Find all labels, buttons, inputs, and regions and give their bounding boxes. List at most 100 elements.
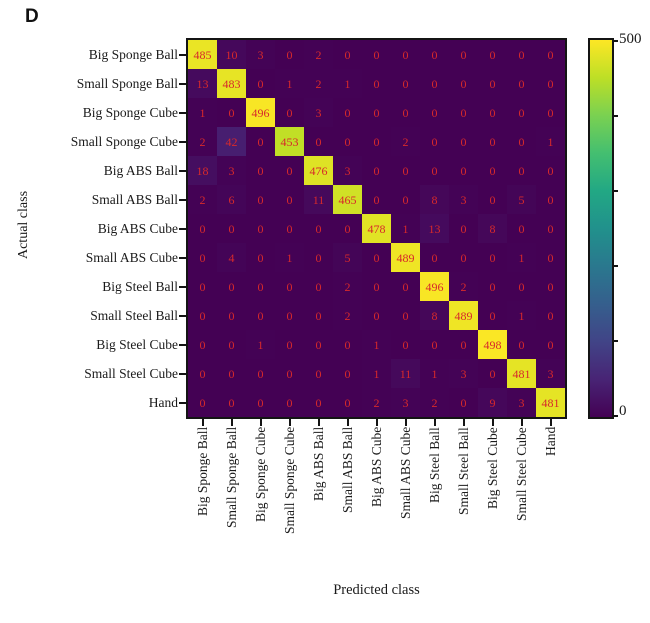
heatmap-cell: 0 [275,330,304,359]
heatmap-cell: 0 [275,301,304,330]
tick-mark [346,419,349,426]
heatmap-cell: 11 [304,185,333,214]
heatmap-cell: 5 [333,243,362,272]
heatmap-cell: 0 [391,301,420,330]
heatmap-cell: 0 [507,69,536,98]
heatmap-cell: 2 [449,272,478,301]
col-label: Big Sponge Cube [252,427,268,523]
heatmap-cell: 0 [246,156,275,185]
col-label: Big ABS Ball [310,427,326,502]
heatmap-cell: 0 [478,40,507,69]
heatmap-cell: 0 [420,40,449,69]
colorbar-max-label: 500 [619,31,642,47]
heatmap-cell: 0 [478,359,507,388]
heatmap-cell: 0 [536,185,565,214]
heatmap-cell: 0 [246,301,275,330]
heatmap-cell: 0 [333,127,362,156]
heatmap-cell: 1 [420,359,449,388]
heatmap-cell: 0 [536,243,565,272]
tick-mark [179,343,186,346]
heatmap-cell: 0 [478,98,507,127]
heatmap-cell: 0 [449,127,478,156]
tick-mark [179,111,186,114]
heatmap-cell: 0 [188,272,217,301]
heatmap-cell: 0 [478,272,507,301]
row-label: Big ABS Ball [103,163,178,178]
heatmap-cell: 4 [217,243,246,272]
row-label: Big Steel Ball [102,279,178,294]
heatmap-cell: 0 [449,243,478,272]
heatmap-cell: 0 [536,98,565,127]
heatmap-cell: 0 [275,98,304,127]
tick-mark [179,372,186,375]
heatmap-cell: 0 [391,69,420,98]
tick-mark [611,415,618,417]
heatmap-cell: 8 [420,185,449,214]
heatmap-cell: 481 [507,359,536,388]
heatmap-cell: 0 [275,40,304,69]
heatmap-cell: 2 [188,127,217,156]
col-label: Big ABS Cube [368,427,384,508]
heatmap-cell: 0 [449,98,478,127]
tick-mark [288,419,291,426]
heatmap-cell: 3 [246,40,275,69]
heatmap-cell: 0 [304,127,333,156]
heatmap-cell: 0 [362,272,391,301]
heatmap-cell: 0 [478,243,507,272]
heatmap-cell: 3 [449,185,478,214]
heatmap-cell: 496 [420,272,449,301]
tick-mark [549,419,552,426]
heatmap-cell: 1 [507,243,536,272]
tick-mark [259,419,262,426]
row-label: Big Sponge Ball [88,47,178,62]
heatmap-cell: 0 [391,185,420,214]
row-label: Big Steel Cube [96,337,178,352]
heatmap-cell: 13 [188,69,217,98]
heatmap-cell: 485 [188,40,217,69]
heatmap-cell: 0 [217,98,246,127]
heatmap-cell: 0 [333,40,362,69]
heatmap-cell: 0 [246,214,275,243]
heatmap-cell: 0 [536,330,565,359]
y-axis-tick-labels: Big Sponge Ball Small Sponge Ball Big Spon… [0,40,178,417]
colorbar-min-label: 0 [619,403,627,419]
heatmap-cell: 0 [188,301,217,330]
heatmap-cell: 18 [188,156,217,185]
heatmap-cell: 0 [420,156,449,185]
heatmap-cell: 0 [420,127,449,156]
heatmap-cell: 0 [275,156,304,185]
heatmap-cell: 1 [362,330,391,359]
heatmap-cell: 3 [507,388,536,417]
col-label: Small ABS Cube [397,427,413,520]
heatmap-cell: 0 [449,40,478,69]
col-label: Big Sponge Ball [194,427,210,517]
col-label: Small Steel Ball [455,427,471,515]
heatmap-cell: 0 [362,301,391,330]
tick-mark [179,53,186,56]
tick-mark [611,190,618,192]
heatmap-cell: 0 [507,156,536,185]
heatmap-cell: 2 [188,185,217,214]
heatmap-cell: 0 [391,98,420,127]
tick-mark [462,419,465,426]
col-label: Big Steel Ball [426,427,442,503]
heatmap-cell: 0 [362,69,391,98]
heatmap-cell: 3 [217,156,246,185]
heatmap-cell: 13 [420,214,449,243]
heatmap-cell: 0 [536,301,565,330]
heatmap-cell: 11 [391,359,420,388]
heatmap-cell: 2 [304,69,333,98]
row-label: Big ABS Cube [97,221,178,236]
heatmap-cell: 0 [188,359,217,388]
heatmap-cell: 496 [246,98,275,127]
heatmap-cell: 0 [246,359,275,388]
heatmap-cell: 1 [362,359,391,388]
tick-mark [520,419,523,426]
heatmap-cell: 0 [217,272,246,301]
heatmap-cell: 0 [246,388,275,417]
heatmap-cell: 0 [246,127,275,156]
heatmap-cell: 0 [362,185,391,214]
heatmap-cell: 0 [507,98,536,127]
x-axis-tick-labels: Big Sponge Ball Small Sponge Ball Big Spon… [188,427,565,572]
